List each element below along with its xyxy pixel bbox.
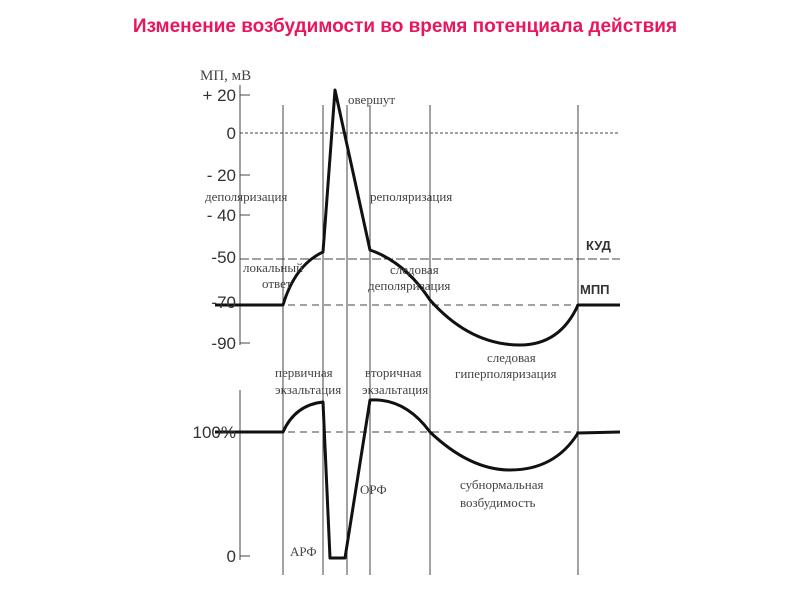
annotation: следовая: [487, 350, 536, 365]
ticks: [240, 94, 250, 344]
axis-label: МП, мВ: [200, 68, 251, 84]
y-label: 0: [227, 124, 236, 143]
y-label: + 20: [202, 86, 236, 105]
title: Изменение возбудимости во время потенциа…: [133, 16, 677, 37]
phase-lines: [282, 105, 579, 575]
annotation: деполяризация: [368, 278, 450, 293]
excitability-curve: [215, 398, 621, 560]
annotation: деполяризация: [205, 189, 287, 204]
annotation: ОРФ: [360, 482, 387, 497]
y-label: - 20: [207, 166, 236, 185]
annotation: возбудимость: [460, 495, 536, 510]
annotation: МПП: [580, 282, 610, 297]
y-label: -70: [211, 293, 236, 312]
y-label: -90: [211, 334, 236, 353]
annotation: гиперполяризация: [455, 366, 557, 381]
y-label: 0: [227, 547, 236, 566]
annotation: первичная: [275, 365, 333, 380]
annotation: следовая: [390, 262, 439, 277]
top-plot: МП, мВ + 20 0 - 20 - 40 -50 -70 -90 овер…: [200, 68, 620, 575]
annotation: экзальтация: [275, 382, 341, 397]
y-label: - 40: [207, 206, 236, 225]
y-label: 100%: [193, 423, 236, 442]
annotation: субнормальная: [460, 477, 543, 492]
y-label: -50: [211, 248, 236, 267]
annotation: ответ: [262, 276, 292, 291]
annotation: экзальтация: [362, 382, 428, 397]
action-potential-curve: [215, 88, 620, 347]
bottom-plot: 100% 0 первичная экзальтация вторичная э…: [193, 365, 621, 566]
annotation: овершут: [348, 92, 395, 107]
annotation: АРФ: [290, 544, 317, 559]
annotation: локальный: [243, 260, 303, 275]
annotation: вторичная: [365, 365, 422, 380]
annotation: реполяризация: [370, 189, 452, 204]
annotation: КУД: [586, 238, 612, 253]
